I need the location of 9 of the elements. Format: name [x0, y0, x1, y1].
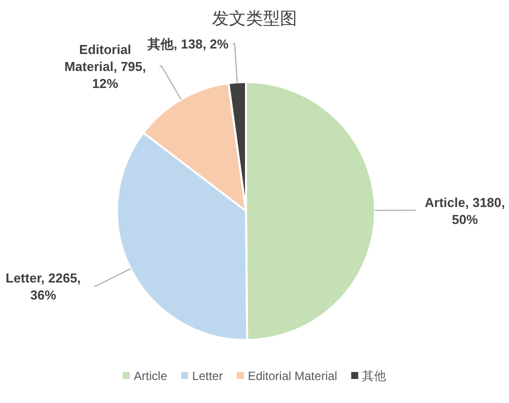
data-label: Article, 3180, 50%	[424, 194, 505, 227]
legend-label: Article	[134, 369, 168, 383]
data-label: Letter, 2265, 36%	[6, 270, 81, 303]
data-label: Editorial Material, 795, 12%	[64, 42, 146, 92]
legend-label: Letter	[192, 369, 223, 383]
legend-label: Editorial Material	[248, 369, 338, 383]
data-label: 其他, 138, 2%	[146, 36, 230, 52]
chart-title: 发文类型图	[212, 9, 297, 28]
legend-label: 其他	[362, 369, 386, 383]
